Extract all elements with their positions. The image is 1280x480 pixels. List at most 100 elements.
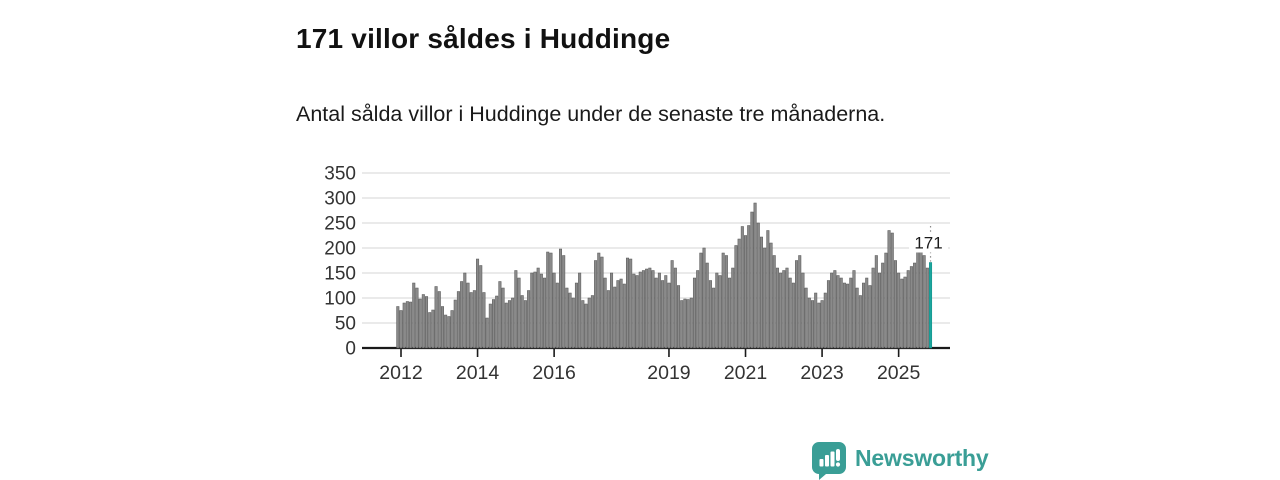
bar — [622, 283, 626, 349]
bar — [523, 300, 527, 349]
bar — [890, 232, 894, 349]
bar — [826, 280, 830, 349]
bar — [536, 267, 540, 349]
bar — [412, 282, 416, 349]
bar — [661, 280, 665, 349]
bar — [763, 247, 767, 349]
bar — [434, 286, 438, 349]
bar — [584, 303, 588, 349]
bar — [842, 282, 846, 349]
bar — [571, 297, 575, 349]
bar — [504, 302, 508, 349]
bar — [581, 300, 585, 349]
bar — [686, 299, 690, 349]
highlighted-bar — [929, 262, 933, 349]
bar — [479, 265, 483, 349]
bar — [559, 248, 562, 349]
bar — [753, 202, 757, 349]
bar — [437, 291, 441, 349]
bar — [472, 290, 476, 349]
bar — [868, 285, 872, 349]
bar — [453, 299, 457, 349]
bar — [603, 277, 607, 349]
bar — [463, 272, 467, 349]
chart-title: 171 villor såldes i Huddinge — [296, 22, 671, 54]
bar — [782, 270, 786, 349]
bar — [590, 295, 594, 349]
bar — [562, 255, 566, 349]
bar — [728, 277, 732, 349]
bar — [469, 292, 473, 349]
bar — [578, 272, 582, 349]
bar — [823, 292, 827, 349]
bar — [654, 277, 658, 349]
newsworthy-logo: Newsworthy — [812, 442, 989, 480]
bar — [836, 275, 840, 349]
bar — [670, 260, 674, 349]
bar — [913, 262, 917, 349]
bar — [702, 247, 706, 349]
bar — [852, 270, 856, 349]
bar — [862, 282, 866, 349]
bar — [708, 280, 712, 349]
y-axis-label: 200 — [324, 239, 356, 260]
bar — [721, 252, 725, 349]
bar — [447, 316, 451, 349]
bar — [900, 278, 904, 349]
bar — [833, 270, 837, 349]
bar — [734, 245, 738, 349]
bar — [444, 314, 448, 349]
bar — [402, 302, 406, 349]
bar — [594, 260, 598, 349]
bar — [811, 300, 815, 349]
x-axis-label: 2019 — [647, 362, 690, 384]
bar — [839, 277, 843, 349]
bar — [552, 272, 556, 349]
bar — [785, 267, 789, 349]
bar — [619, 278, 623, 349]
x-axis-label: 2014 — [456, 362, 500, 384]
bar — [520, 295, 524, 349]
bar — [897, 272, 901, 349]
bar — [683, 298, 687, 349]
bar — [549, 252, 553, 349]
bar — [641, 270, 645, 349]
bar — [421, 294, 425, 349]
bar — [874, 255, 878, 349]
bar — [855, 287, 859, 349]
bar — [705, 262, 709, 349]
chart-subtitle: Antal sålda villor i Huddinge under de s… — [296, 101, 886, 126]
bar — [865, 277, 869, 349]
y-axis-label: 50 — [335, 314, 356, 335]
bar — [418, 298, 422, 349]
bar — [664, 275, 668, 349]
bar — [409, 301, 413, 349]
bar — [881, 262, 885, 349]
bar — [565, 287, 569, 349]
bar — [772, 255, 776, 349]
bar — [744, 235, 748, 349]
x-axis-label: 2025 — [877, 362, 921, 384]
bar — [903, 276, 907, 349]
bar — [482, 292, 486, 349]
bar — [878, 272, 881, 349]
y-axis-label: 350 — [324, 164, 356, 185]
x-axis-label: 2016 — [532, 362, 575, 384]
bar — [724, 255, 728, 349]
bar — [830, 272, 834, 349]
bar — [648, 267, 652, 349]
bar — [673, 267, 677, 349]
bar — [425, 296, 429, 349]
annotation-halo — [909, 232, 949, 253]
value-annotation: 171 — [914, 234, 942, 253]
bar — [699, 252, 703, 349]
bar — [456, 291, 460, 349]
bar — [692, 277, 696, 349]
bar — [399, 310, 403, 349]
bar — [680, 300, 684, 349]
bar — [466, 282, 470, 349]
bar — [657, 272, 661, 349]
y-axis-label: 150 — [324, 264, 356, 285]
bar — [492, 299, 496, 349]
